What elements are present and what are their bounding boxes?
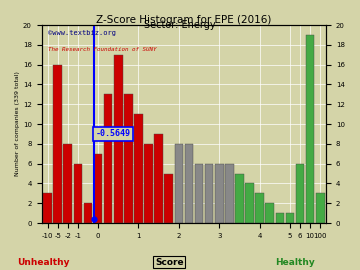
- Bar: [73, 164, 82, 223]
- Bar: [185, 144, 193, 223]
- Bar: [296, 164, 304, 223]
- Text: Unhealthy: Unhealthy: [17, 258, 69, 266]
- Bar: [316, 193, 324, 223]
- Bar: [104, 94, 112, 223]
- Text: Sector: Energy: Sector: Energy: [144, 20, 216, 30]
- Bar: [154, 134, 163, 223]
- Bar: [225, 164, 234, 223]
- Bar: [265, 203, 274, 223]
- Bar: [124, 94, 132, 223]
- Bar: [275, 213, 284, 223]
- Bar: [43, 193, 52, 223]
- Bar: [84, 203, 92, 223]
- Bar: [285, 213, 294, 223]
- Title: Z-Score Histogram for EPE (2016): Z-Score Histogram for EPE (2016): [96, 15, 271, 25]
- Bar: [245, 183, 254, 223]
- Bar: [235, 174, 244, 223]
- Y-axis label: Number of companies (339 total): Number of companies (339 total): [15, 72, 20, 177]
- Bar: [306, 35, 314, 223]
- Text: -0.5649: -0.5649: [95, 129, 131, 139]
- Text: The Research Foundation of SUNY: The Research Foundation of SUNY: [48, 47, 156, 52]
- Bar: [144, 144, 153, 223]
- Text: Score: Score: [155, 258, 184, 266]
- Bar: [175, 144, 183, 223]
- Bar: [165, 174, 173, 223]
- Bar: [94, 154, 102, 223]
- Text: ©www.textbiz.org: ©www.textbiz.org: [48, 30, 116, 36]
- Text: Healthy: Healthy: [275, 258, 315, 266]
- Bar: [205, 164, 213, 223]
- Bar: [255, 193, 264, 223]
- Bar: [63, 144, 72, 223]
- Bar: [134, 114, 143, 223]
- Bar: [215, 164, 224, 223]
- Bar: [195, 164, 203, 223]
- Bar: [53, 65, 62, 223]
- Bar: [114, 55, 122, 223]
